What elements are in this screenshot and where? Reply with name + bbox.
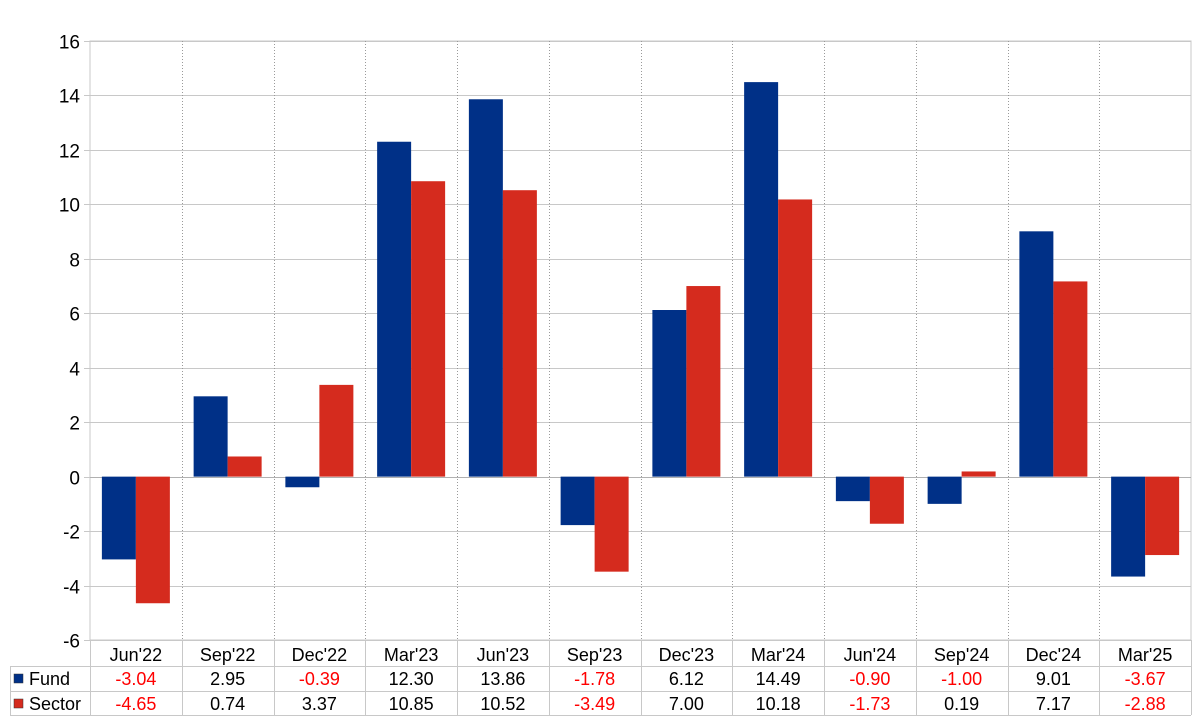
- data-table: Fund -3.04 2.95 -0.39 12.30 13.86 -1.78 6.12 14.…: [10, 640, 1192, 716]
- bar-fund: [285, 476, 320, 488]
- y-tick-label: 10: [59, 196, 80, 217]
- data-label-fund: 6.12: [669, 669, 704, 689]
- x-tick-label: Sep'22: [200, 645, 256, 665]
- grid-layer: [84, 40, 1192, 641]
- bar-fund: [1019, 231, 1054, 477]
- data-label-fund: 12.30: [389, 669, 434, 689]
- data-label-fund: -3.04: [115, 669, 156, 689]
- data-label-sector: 0.19: [944, 694, 979, 714]
- x-tick-label: Dec'23: [659, 645, 714, 665]
- bar-fund: [468, 99, 503, 477]
- bar-fund: [744, 82, 779, 477]
- y-tick-label: 6: [69, 305, 80, 326]
- data-label-fund: -1.00: [941, 669, 982, 689]
- x-tick-label: Mar'25: [1118, 645, 1172, 665]
- data-label-fund: -1.78: [574, 669, 615, 689]
- bar-fund: [927, 476, 962, 504]
- bar-sector: [594, 476, 629, 572]
- data-label-sector: 10.18: [756, 694, 801, 714]
- y-tick-label: -4: [63, 578, 80, 599]
- x-tick-label: Sep'23: [567, 645, 623, 665]
- data-label-sector: -1.73: [849, 694, 890, 714]
- bar-sector: [227, 456, 262, 477]
- y-tick-label: 16: [59, 33, 80, 54]
- data-label-fund: 13.86: [480, 669, 525, 689]
- x-tick-label: Dec'24: [1026, 645, 1081, 665]
- data-label-fund: 2.95: [210, 669, 245, 689]
- x-tick-label: Jun'23: [477, 645, 529, 665]
- data-label-sector: 7.00: [669, 694, 704, 714]
- bar-sector: [319, 384, 354, 477]
- data-label-sector: 7.17: [1036, 694, 1071, 714]
- y-tick-label: -6: [63, 632, 80, 653]
- legend-swatch-fund: [13, 673, 24, 684]
- bar-fund: [560, 476, 595, 526]
- data-label-sector: -3.49: [574, 694, 615, 714]
- bar-sector: [686, 286, 721, 477]
- x-tick-label: Dec'22: [292, 645, 347, 665]
- legend-label-fund: Fund: [29, 669, 70, 689]
- y-tick-label: 0: [69, 469, 80, 490]
- y-tick-label: 4: [69, 360, 80, 381]
- bar-fund: [1111, 476, 1146, 577]
- data-label-fund: -0.39: [299, 669, 340, 689]
- bar-sector: [411, 181, 446, 477]
- data-label-fund: -3.67: [1125, 669, 1166, 689]
- bar-sector: [1145, 476, 1180, 556]
- legend-swatch-sector: [13, 698, 24, 709]
- bar-sector: [502, 190, 537, 477]
- x-tick-label: Sep'24: [934, 645, 990, 665]
- data-label-fund: 9.01: [1036, 669, 1071, 689]
- data-label-sector: 10.52: [480, 694, 525, 714]
- x-tick-label: Mar'23: [384, 645, 438, 665]
- legend-label-sector: Sector: [29, 694, 81, 714]
- x-tick-label: Jun'24: [844, 645, 896, 665]
- bar-fund: [652, 310, 687, 477]
- data-label-sector: 0.74: [210, 694, 245, 714]
- bar-sector: [961, 471, 996, 477]
- data-label-sector: 3.37: [302, 694, 337, 714]
- bar-fund: [101, 476, 136, 560]
- data-label-sector: -2.88: [1125, 694, 1166, 714]
- x-tick-label: Mar'24: [751, 645, 805, 665]
- bars-layer: [101, 82, 1180, 604]
- y-tick-label: -2: [63, 523, 80, 544]
- axis-layer: -6 -4 -2 0 2 4 6 8 10 12 14 16 Jun'22 Sep'22 Dec'22 Mar…: [59, 33, 1173, 666]
- y-tick-label: 14: [59, 87, 81, 108]
- bar-sector: [1053, 281, 1088, 477]
- bar-sector: [135, 476, 170, 604]
- bar-fund: [193, 396, 228, 477]
- y-tick-label: 8: [69, 251, 80, 272]
- bar-sector: [869, 476, 904, 524]
- bar-sector: [778, 199, 813, 477]
- x-tick-label: Jun'22: [110, 645, 162, 665]
- y-tick-label: 12: [59, 142, 80, 163]
- data-label-sector: 10.85: [389, 694, 434, 714]
- data-label-sector: -4.65: [115, 694, 156, 714]
- y-tick-label: 2: [69, 414, 80, 435]
- bar-fund: [377, 141, 412, 477]
- bar-fund: [835, 476, 870, 502]
- data-label-fund: -0.90: [849, 669, 890, 689]
- data-label-fund: 14.49: [756, 669, 801, 689]
